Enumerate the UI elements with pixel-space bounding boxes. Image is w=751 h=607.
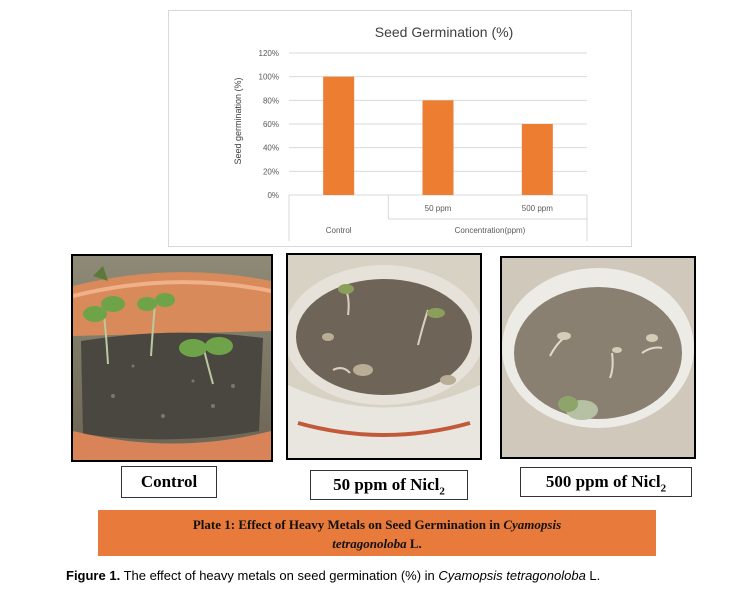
figure-label: Figure 1. <box>66 568 121 583</box>
500ppm-caption-subscript: 2 <box>660 482 667 495</box>
bar-500-ppm <box>521 124 553 195</box>
figure-caption: Figure 1. The effect of heavy metals on … <box>66 568 706 583</box>
chart-panel: Seed Germination (%) Seed germination (%… <box>168 10 632 247</box>
plate-suffix: L. <box>406 536 422 551</box>
y-tick-label: 40% <box>263 144 279 153</box>
figure-suffix: L. <box>585 568 601 583</box>
control-caption-text: Control <box>140 472 198 491</box>
500ppm-seedlings-photo <box>500 256 696 459</box>
50ppm-caption-subscript: 2 <box>439 485 445 498</box>
bar-chart: Seed Germination (%) Seed germination (%… <box>233 24 588 241</box>
x-axis-label: Concentration(ppm) <box>455 226 526 235</box>
x-category-label: 500 ppm <box>522 204 553 213</box>
figure-text: The effect of heavy metals on seed germi… <box>120 568 439 583</box>
bar-control <box>323 76 355 195</box>
chart-title: Seed Germination (%) <box>375 24 514 40</box>
50ppm-caption: 50 ppm of Nicl2 <box>310 470 468 500</box>
y-tick-label: 60% <box>263 120 279 129</box>
y-tick-label: 0% <box>267 191 279 200</box>
x-category-label: Control <box>326 226 352 235</box>
x-category-label: 50 ppm <box>425 204 452 213</box>
y-tick-label: 20% <box>263 167 279 176</box>
control-caption: Control <box>121 466 217 498</box>
50ppm-caption-text: 50 ppm of Nicl <box>333 475 440 494</box>
500ppm-caption-text: 500 ppm of Nicl <box>545 472 661 491</box>
y-tick-label: 120% <box>259 49 279 58</box>
y-tick-label: 80% <box>263 96 279 105</box>
y-axis-label: Seed germination (%) <box>233 77 243 164</box>
bar-50-ppm <box>422 100 454 195</box>
figure-species: Cyamopsis tetragonoloba <box>438 568 586 583</box>
plate-genus: Cyamopsis <box>503 517 562 532</box>
plate-epithet: tetragonoloba <box>332 536 407 551</box>
500ppm-caption: 500 ppm of Nicl2 <box>520 467 692 497</box>
control-seedlings-photo <box>71 254 273 462</box>
y-tick-label: 100% <box>259 73 279 82</box>
plate-title-banner: Plate 1: Effect of Heavy Metals on Seed … <box>98 510 656 556</box>
plate-title-text: Plate 1: Effect of Heavy Metals on Seed … <box>192 517 504 532</box>
50ppm-seedlings-photo <box>286 253 482 460</box>
